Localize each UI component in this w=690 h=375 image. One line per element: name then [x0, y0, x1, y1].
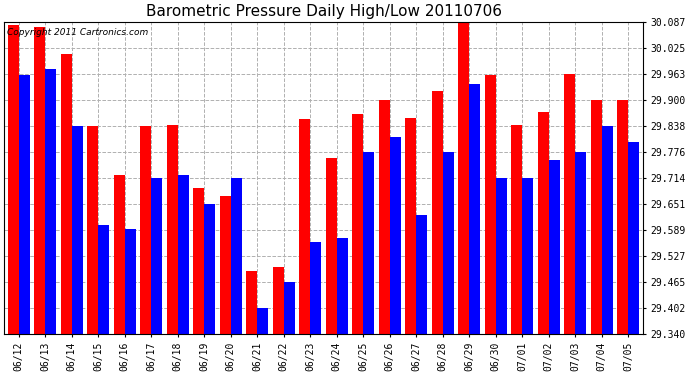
- Bar: [72, 126, 83, 334]
- Bar: [337, 238, 348, 334]
- Bar: [273, 267, 284, 334]
- Bar: [629, 142, 640, 334]
- Bar: [496, 177, 507, 334]
- Bar: [511, 125, 522, 334]
- Bar: [178, 175, 189, 334]
- Bar: [469, 84, 480, 334]
- Bar: [246, 271, 257, 334]
- Bar: [98, 225, 110, 334]
- Bar: [364, 152, 375, 334]
- Bar: [46, 69, 57, 334]
- Bar: [61, 54, 72, 334]
- Bar: [204, 204, 215, 334]
- Bar: [618, 100, 629, 334]
- Bar: [140, 126, 151, 334]
- Bar: [284, 282, 295, 334]
- Bar: [405, 118, 416, 334]
- Bar: [379, 100, 390, 334]
- Title: Barometric Pressure Daily High/Low 20110706: Barometric Pressure Daily High/Low 20110…: [146, 4, 502, 19]
- Bar: [193, 188, 204, 334]
- Bar: [549, 160, 560, 334]
- Bar: [19, 75, 30, 334]
- Bar: [299, 118, 310, 334]
- Bar: [602, 126, 613, 334]
- Text: Copyright 2011 Cartronics.com: Copyright 2011 Cartronics.com: [8, 28, 148, 37]
- Bar: [352, 114, 364, 334]
- Bar: [538, 112, 549, 334]
- Bar: [151, 177, 162, 334]
- Bar: [8, 25, 19, 334]
- Bar: [167, 125, 178, 334]
- Bar: [484, 75, 496, 334]
- Bar: [310, 242, 322, 334]
- Bar: [522, 177, 533, 334]
- Bar: [458, 22, 469, 334]
- Bar: [114, 175, 125, 334]
- Bar: [443, 152, 454, 334]
- Bar: [257, 308, 268, 334]
- Bar: [591, 100, 602, 334]
- Bar: [87, 126, 98, 334]
- Bar: [575, 152, 586, 334]
- Bar: [125, 230, 136, 334]
- Bar: [390, 138, 401, 334]
- Bar: [432, 92, 443, 334]
- Bar: [230, 177, 242, 334]
- Bar: [564, 74, 575, 334]
- Bar: [416, 215, 428, 334]
- Bar: [219, 196, 230, 334]
- Bar: [34, 27, 46, 334]
- Bar: [326, 158, 337, 334]
